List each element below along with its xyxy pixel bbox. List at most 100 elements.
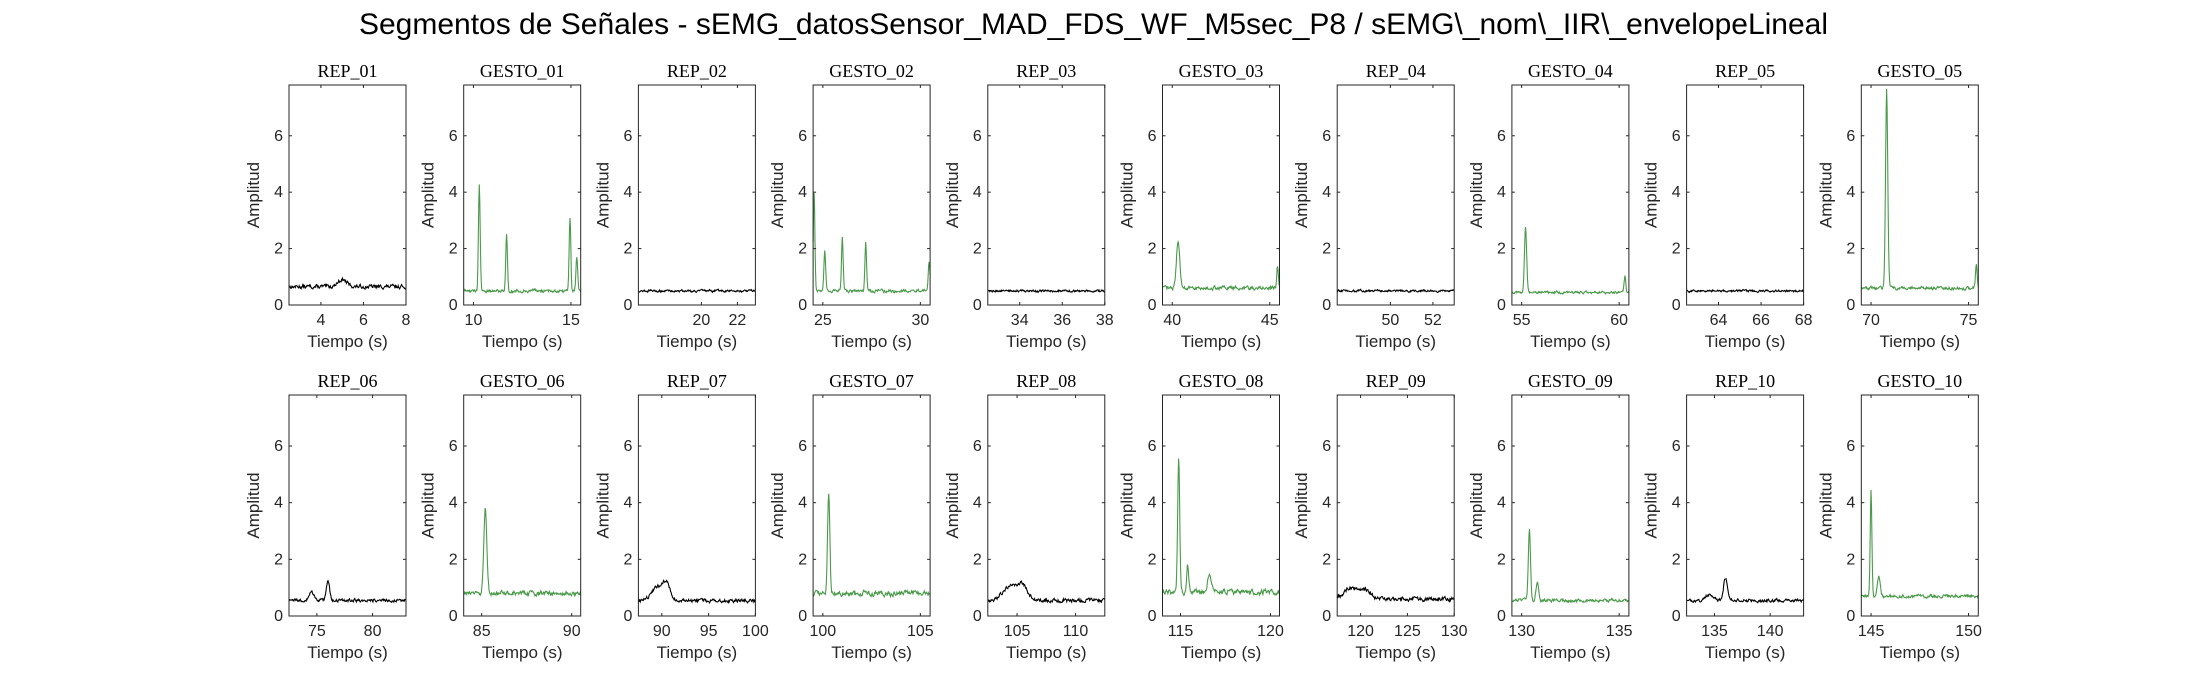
x-axis-label: Tiempo (s) bbox=[831, 643, 912, 662]
series-line bbox=[1686, 288, 1805, 294]
x-tick-label: 115 bbox=[1168, 623, 1194, 640]
axes-box bbox=[1686, 84, 1805, 306]
y-tick-label: 0 bbox=[1846, 297, 1855, 314]
subplot-title: GESTO_03 bbox=[1179, 61, 1264, 81]
x-axis-label: Tiempo (s) bbox=[1705, 643, 1786, 662]
subplot-title: GESTO_09 bbox=[1528, 371, 1613, 391]
axes-box bbox=[987, 84, 1106, 306]
y-tick-label: 4 bbox=[798, 184, 807, 201]
y-tick-label: 6 bbox=[1322, 128, 1331, 145]
y-tick-label: 0 bbox=[623, 608, 632, 625]
axes-box bbox=[1686, 394, 1805, 617]
subplot-title: GESTO_05 bbox=[1877, 61, 1962, 81]
x-tick-label: 6 bbox=[359, 312, 368, 329]
x-tick-label: 38 bbox=[1096, 312, 1114, 329]
y-tick-label: 0 bbox=[1672, 297, 1681, 314]
subplot-title: REP_02 bbox=[667, 61, 727, 81]
y-tick-label: 6 bbox=[973, 128, 982, 145]
subplot-title: GESTO_02 bbox=[829, 61, 914, 81]
y-tick-label: 2 bbox=[274, 551, 283, 568]
x-tick-label: 30 bbox=[911, 312, 929, 329]
y-tick-label: 6 bbox=[798, 128, 807, 145]
series-line bbox=[1686, 578, 1805, 604]
x-tick-label: 68 bbox=[1795, 312, 1813, 329]
subplot-title: GESTO_10 bbox=[1877, 371, 1962, 391]
x-tick-label: 22 bbox=[729, 312, 747, 329]
y-tick-label: 2 bbox=[1497, 241, 1506, 258]
y-tick-label: 6 bbox=[973, 438, 982, 455]
subplot-gesto-05: 70 75 0 2 4 6 GESTO_05 Tiempo (s) Amplitud bbox=[1816, 61, 1979, 351]
y-tick-label: 6 bbox=[1497, 128, 1506, 145]
x-axis-label: Tiempo (s) bbox=[657, 332, 738, 351]
y-tick-label: 4 bbox=[1846, 495, 1855, 512]
axes-box bbox=[1511, 394, 1630, 617]
x-tick-label: 85 bbox=[473, 623, 491, 640]
subplot-gesto-09: 130 135 0 2 4 6 GESTO_09 Tiempo (s) Amplitud bbox=[1467, 371, 1633, 662]
x-tick-label: 100 bbox=[742, 623, 769, 640]
y-tick-label: 4 bbox=[1497, 495, 1506, 512]
x-axis-label: Tiempo (s) bbox=[1006, 332, 1087, 351]
series-line bbox=[288, 276, 407, 291]
subplot-gesto-07: 100 105 0 2 4 6 GESTO_07 Tiempo (s) Amplitud bbox=[768, 371, 934, 662]
y-tick-label: 0 bbox=[1846, 608, 1855, 625]
x-axis-label: Tiempo (s) bbox=[1181, 643, 1262, 662]
x-tick-label: 55 bbox=[1513, 312, 1531, 329]
y-tick-label: 2 bbox=[1148, 241, 1157, 258]
y-tick-label: 6 bbox=[1497, 438, 1506, 455]
y-tick-label: 4 bbox=[274, 495, 283, 512]
subplot-title: REP_07 bbox=[667, 371, 727, 391]
y-tick-label: 0 bbox=[1148, 608, 1157, 625]
x-tick-label: 100 bbox=[809, 623, 836, 640]
y-tick-label: 6 bbox=[274, 128, 283, 145]
x-axis-label: Tiempo (s) bbox=[1705, 332, 1786, 351]
subplot-title: REP_04 bbox=[1366, 61, 1426, 81]
series-line bbox=[1161, 458, 1280, 597]
y-tick-label: 0 bbox=[973, 297, 982, 314]
y-tick-label: 0 bbox=[449, 608, 458, 625]
y-tick-label: 4 bbox=[1322, 184, 1331, 201]
subplot-rep-07: 90 95 100 0 2 4 6 REP_07 Tiempo (s) Amplitud bbox=[593, 371, 768, 662]
x-tick-label: 20 bbox=[693, 312, 711, 329]
y-tick-label: 4 bbox=[973, 184, 982, 201]
x-tick-label: 145 bbox=[1858, 623, 1885, 640]
axes-box bbox=[288, 394, 407, 617]
x-tick-label: 45 bbox=[1261, 312, 1279, 329]
subplot-rep-05: 64 66 68 0 2 4 6 REP_05 Tiempo (s) Amplitud bbox=[1642, 61, 1813, 351]
y-tick-label: 0 bbox=[798, 297, 807, 314]
y-tick-label: 2 bbox=[798, 241, 807, 258]
axes-box bbox=[812, 84, 931, 306]
x-tick-label: 110 bbox=[1063, 623, 1089, 640]
y-axis-label: Amplitud bbox=[1292, 472, 1311, 538]
y-tick-label: 2 bbox=[623, 241, 632, 258]
y-tick-label: 2 bbox=[1497, 551, 1506, 568]
subplot-rep-01: 4 6 8 0 2 4 6 REP_01 Tiempo (s) Amplitud bbox=[244, 61, 411, 351]
y-tick-label: 6 bbox=[1846, 128, 1855, 145]
axes-box bbox=[637, 84, 756, 306]
axes-box bbox=[288, 84, 407, 306]
x-tick-label: 135 bbox=[1606, 623, 1633, 640]
subplot-rep-08: 105 110 0 2 4 6 REP_08 Tiempo (s) Amplitud bbox=[943, 371, 1106, 662]
series-line bbox=[637, 579, 756, 604]
y-axis-label: Amplitud bbox=[1816, 472, 1835, 538]
subplot-rep-06: 75 80 0 2 4 6 REP_06 Tiempo (s) Amplitud bbox=[244, 371, 407, 662]
y-tick-label: 2 bbox=[623, 551, 632, 568]
x-tick-label: 50 bbox=[1381, 312, 1399, 329]
x-axis-label: Tiempo (s) bbox=[1879, 332, 1960, 351]
x-axis-label: Tiempo (s) bbox=[1879, 643, 1960, 662]
y-tick-label: 0 bbox=[274, 297, 283, 314]
y-tick-label: 2 bbox=[1672, 241, 1681, 258]
y-tick-label: 4 bbox=[1322, 495, 1331, 512]
axes-box bbox=[637, 394, 756, 617]
y-tick-label: 4 bbox=[1846, 184, 1855, 201]
series-line bbox=[1162, 239, 1281, 292]
subplot-gesto-04: 55 60 0 2 4 6 GESTO_04 Tiempo (s) Amplitud bbox=[1467, 61, 1630, 351]
x-axis-label: Tiempo (s) bbox=[1181, 332, 1262, 351]
series-line bbox=[812, 192, 931, 295]
series-line bbox=[1336, 288, 1455, 294]
subplot-rep-03: 34 36 38 0 2 4 6 REP_03 Tiempo (s) Amplitud bbox=[943, 61, 1114, 351]
y-tick-label: 2 bbox=[1148, 551, 1157, 568]
x-tick-label: 60 bbox=[1610, 312, 1628, 329]
x-tick-label: 130 bbox=[1508, 623, 1535, 640]
series-line bbox=[637, 288, 756, 294]
y-tick-label: 4 bbox=[449, 495, 458, 512]
